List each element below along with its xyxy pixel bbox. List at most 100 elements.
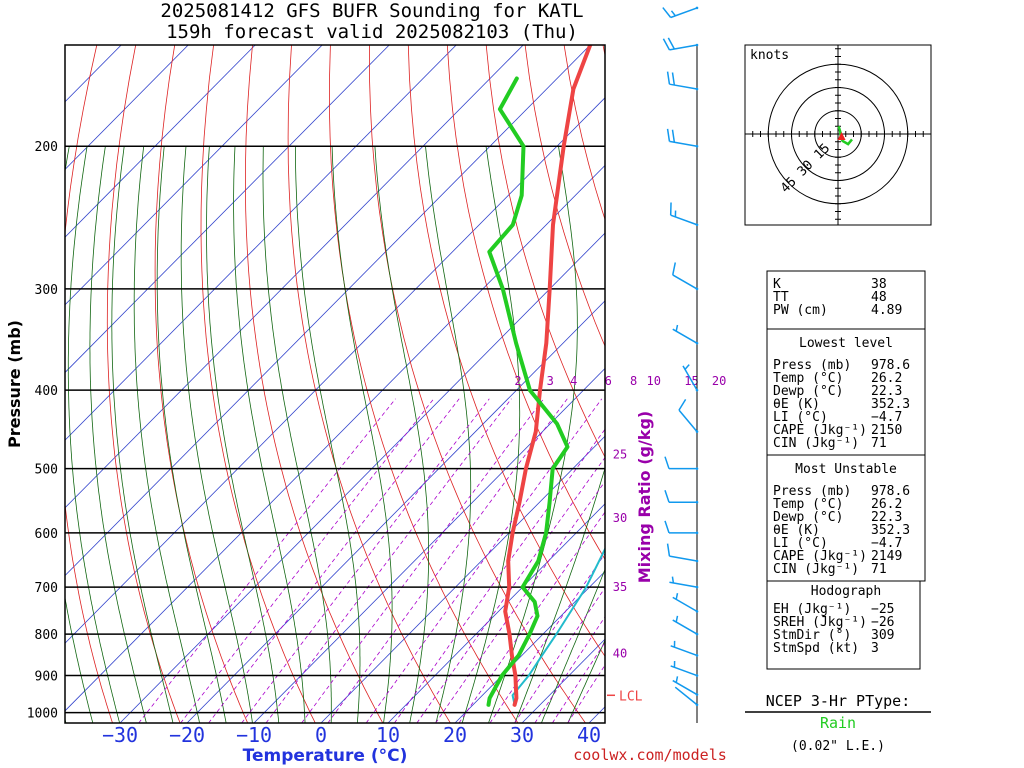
- y-tick-label: 600: [35, 527, 58, 542]
- dry-adiabat-line: [106, 45, 181, 723]
- isotherm-line: [454, 570, 605, 723]
- wind-barb: [670, 660, 699, 677]
- dry-adiabat-line: [1010, 0, 1024, 730]
- index-label: LI (°C): [773, 410, 828, 425]
- mixing-ratio-axis-label: Mixing Ratio (g/kg): [635, 411, 654, 583]
- mixing-ratio-line: [180, 398, 435, 723]
- dry-adiabat-line: [485, 45, 605, 458]
- mixing-ratio-line: [458, 511, 605, 723]
- credit-text: coolwx.com/models: [573, 746, 727, 764]
- dry-adiabat-line: [524, 45, 605, 348]
- isotherm-line: [65, 97, 605, 644]
- moist-adiabat-line: [233, 146, 306, 723]
- index-label: θE (K): [773, 523, 820, 538]
- wind-barb: [666, 71, 699, 91]
- moist-adiabat-line: [567, 639, 605, 723]
- hodograph-units-label: knots: [750, 48, 789, 63]
- lcl-label: LCL: [619, 689, 643, 704]
- index-label: StmDir (°): [773, 628, 851, 643]
- index-value: 26.2: [871, 371, 902, 386]
- mixing-ratio-label: 8: [630, 374, 637, 388]
- wind-barb: [672, 262, 699, 291]
- index-value: 978.6: [871, 358, 910, 373]
- wind-barb: [664, 520, 699, 535]
- indices-box: [766, 454, 926, 582]
- mixing-ratio-line: [514, 587, 605, 723]
- dry-adiabat-line: [407, 45, 605, 658]
- dry-adiabat-line: [939, 0, 1024, 730]
- isotherm-line: [320, 435, 605, 723]
- mixing-ratio-side-label: 35: [613, 580, 627, 594]
- y-tick-label: 900: [35, 670, 58, 685]
- wind-barb: [674, 686, 699, 707]
- mixing-ratio-line: [552, 641, 605, 723]
- mixing-ratio-line: [265, 398, 512, 723]
- index-label: Temp (°C): [773, 371, 843, 386]
- ptype-title: NCEP 3-Hr PType:: [766, 692, 911, 710]
- moist-adiabat-line: [514, 466, 605, 723]
- ptype-amount: (0.02" L.E.): [791, 739, 885, 754]
- y-tick-label: 500: [35, 463, 58, 478]
- moist-adiabat-line: [111, 146, 174, 723]
- index-label: K: [773, 277, 781, 292]
- mixing-ratio-line: [208, 398, 460, 723]
- index-value: 4.89: [871, 303, 902, 318]
- mixing-ratio-side-label: 25: [613, 447, 627, 461]
- dry-adiabat-line: [287, 45, 451, 723]
- moist-adiabat-line: [89, 146, 147, 723]
- precip-type-box: NCEP 3-Hr PType: Rain (0.02" L.E.): [745, 692, 931, 754]
- index-label: PW (cm): [773, 303, 828, 318]
- moist-adiabat-line: [133, 146, 201, 723]
- index-value: 71: [871, 562, 887, 577]
- index-value: 978.6: [871, 484, 910, 499]
- mixing-ratio-line: [394, 428, 605, 723]
- isotherm-line: [65, 45, 524, 509]
- index-value: 48: [871, 290, 887, 305]
- index-label: CIN (Jkg⁻¹): [773, 436, 859, 451]
- dry-adiabat-line: [328, 45, 519, 723]
- indices-box: [766, 328, 926, 456]
- x-tick-label: 20: [443, 723, 467, 747]
- index-value: 352.3: [871, 523, 910, 538]
- mixing-ratio-line: [327, 398, 568, 723]
- index-label: TT: [773, 290, 789, 305]
- y-tick-label: 800: [35, 628, 58, 643]
- moist-adiabat-line: [180, 146, 253, 723]
- index-label: θE (K): [773, 397, 820, 412]
- index-label: LI (°C): [773, 536, 828, 551]
- moist-adiabat-line: [331, 146, 393, 723]
- x-tick-label: 40: [577, 723, 601, 747]
- chart-title: 2025081412 GFS BUFR Sounding for KATL: [160, 0, 583, 22]
- index-label: CAPE (Jkg⁻¹): [773, 423, 867, 438]
- stability-indices: K 38 TT 48 PW (cm) 4.89 Lowest level Press (mb)…: [766, 270, 926, 670]
- mixing-ratio-label: 2: [514, 374, 521, 388]
- mixing-ratio-line: [435, 480, 605, 723]
- index-label: StmSpd (kt): [773, 641, 859, 656]
- dry-adiabat-line: [974, 0, 1024, 730]
- wind-barb: [664, 489, 699, 504]
- y-tick-label: 400: [35, 384, 58, 399]
- isotherm-line: [65, 164, 605, 712]
- index-label: Dewp (°C): [773, 510, 843, 525]
- index-label: SREH (Jkg⁻¹): [773, 615, 867, 630]
- mixing-ratio-line: [567, 664, 605, 723]
- wind-barb: [669, 202, 699, 227]
- wind-barb: [662, 37, 699, 51]
- x-tick-label: −30: [102, 723, 138, 747]
- wind-barb: [672, 676, 699, 696]
- moist-adiabat-line: [540, 568, 605, 723]
- temperature-profile: [503, 45, 593, 707]
- index-value: −25: [871, 602, 894, 617]
- wind-barb: [666, 128, 699, 148]
- moist-adiabat-line: [67, 146, 121, 723]
- index-value: −4.7: [871, 536, 902, 551]
- isotherm-line: [65, 45, 591, 577]
- mixing-ratio-label: 3: [547, 374, 554, 388]
- dry-adiabat-line: [200, 45, 316, 723]
- ptype-value: Rain: [820, 714, 856, 732]
- wind-barb: [672, 324, 699, 345]
- index-value: 3: [871, 641, 879, 656]
- dry-adiabat-line: [368, 45, 586, 723]
